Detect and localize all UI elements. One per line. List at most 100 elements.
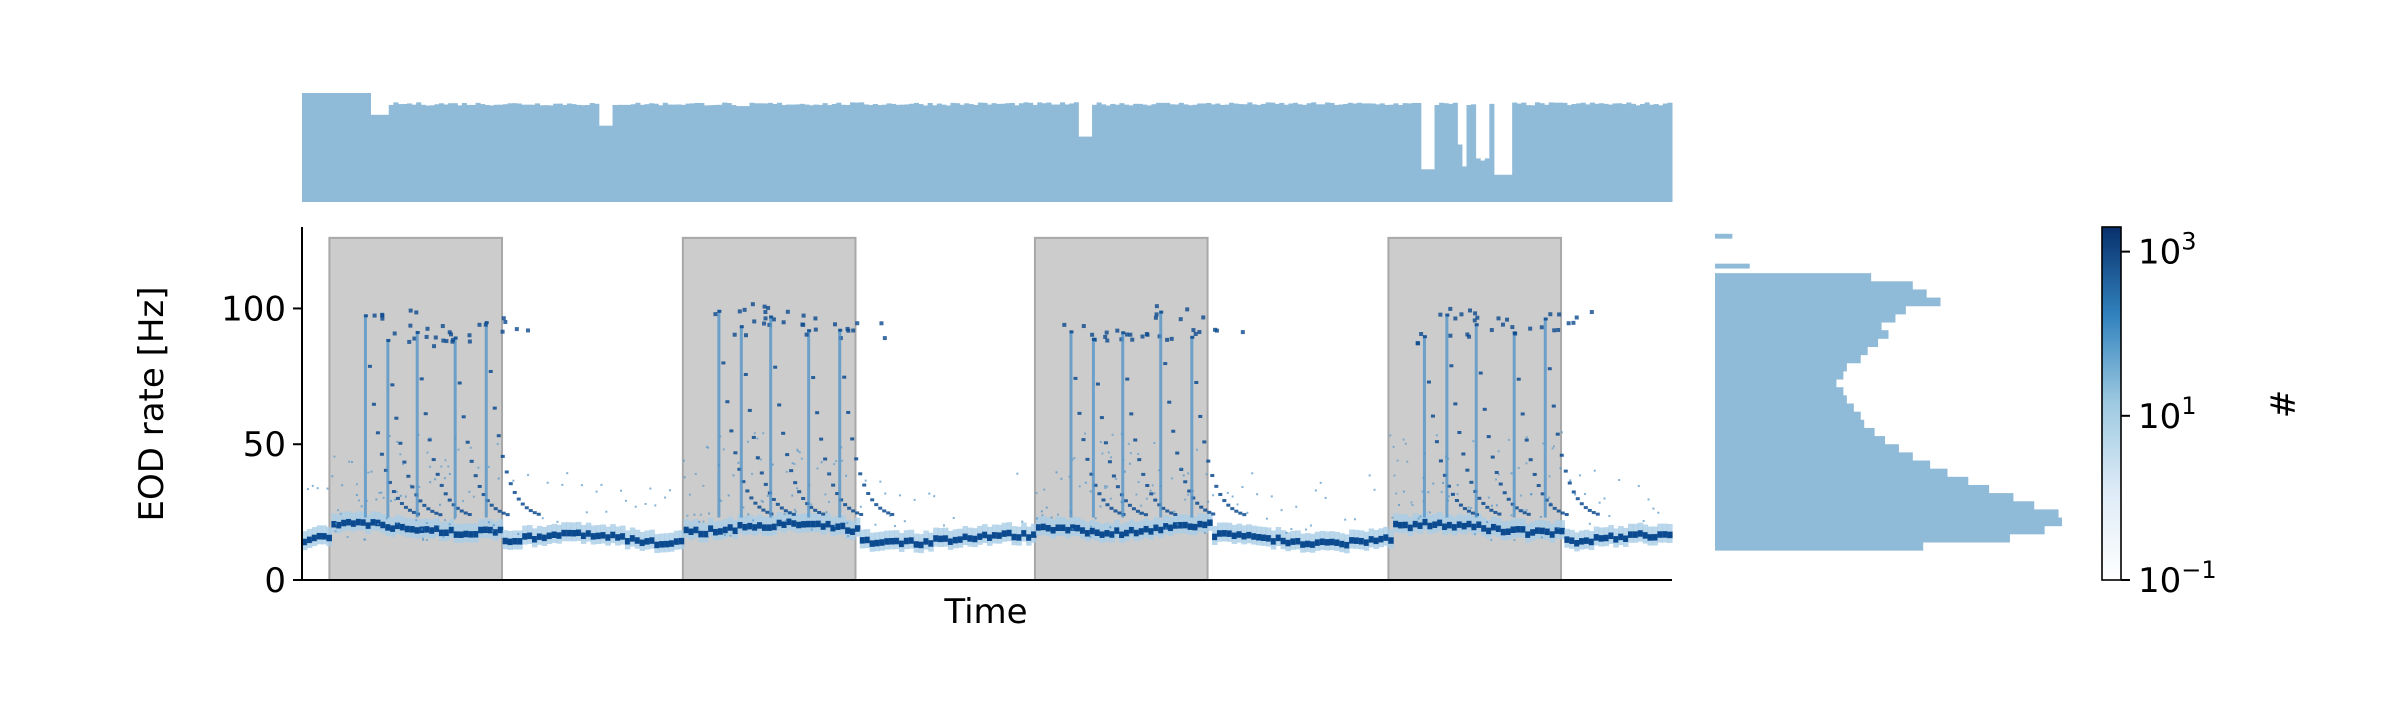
burst-trail [512, 490, 517, 494]
burst-trail [850, 437, 855, 441]
top-hist-bar [1041, 103, 1047, 202]
top-hist-bar [1580, 102, 1586, 202]
top-hist-bar [1667, 102, 1673, 202]
heat-cell [1094, 517, 1097, 520]
top-hist-bar [840, 104, 846, 202]
heat-cell [634, 505, 637, 508]
burst-trail [1085, 457, 1090, 461]
heat-cell [874, 523, 877, 526]
heat-cell [348, 460, 351, 463]
heat-cell [1324, 496, 1327, 499]
heat-cell [1373, 537, 1380, 545]
burst-cluster [1510, 325, 1515, 330]
heat-cell [796, 448, 799, 451]
top-hist-bar [950, 102, 956, 202]
right-hist-bar [1715, 444, 1899, 453]
heat-cell [1559, 527, 1565, 535]
heat-cell [898, 494, 901, 497]
burst-streak [717, 309, 721, 518]
heat-cell [418, 486, 421, 489]
top-hist-bar [859, 102, 865, 202]
heat-cell [390, 525, 396, 532]
top-hist-bar [772, 103, 778, 202]
burst-cluster [1489, 328, 1494, 333]
heat-cell [1035, 492, 1038, 495]
heat-cell [1153, 442, 1156, 445]
burst-trail [851, 509, 856, 513]
burst-cluster [1467, 334, 1472, 339]
burst-cluster [713, 312, 718, 317]
heat-cell [1084, 530, 1091, 537]
burst-trail [791, 512, 796, 516]
top-hist-bar [945, 105, 951, 202]
heat-cell [884, 538, 890, 545]
heat-cell [747, 440, 750, 443]
top-hist-bar [808, 105, 814, 202]
burst-cluster [1574, 315, 1579, 320]
top-hist-bar [617, 104, 623, 202]
heat-cell [1226, 491, 1229, 494]
heat-cell [1490, 539, 1493, 542]
heat-cell [424, 526, 430, 533]
burst-trail [1133, 438, 1138, 442]
heat-cell [1184, 498, 1187, 501]
heat-cell [1444, 455, 1447, 458]
heat-cell [541, 534, 548, 542]
heat-cell [546, 481, 549, 484]
heat-cell [1608, 515, 1611, 518]
heat-cell [1050, 527, 1057, 534]
burst-streak [1445, 313, 1449, 518]
burst-trail [536, 512, 541, 516]
top-hist-bar [900, 104, 906, 202]
burst-trail [1121, 331, 1126, 335]
top-hist-bar [717, 104, 723, 202]
top-hist-bar [635, 102, 641, 202]
top-hist-bar [338, 93, 344, 202]
burst-cluster [1191, 328, 1196, 333]
heat-cell [1300, 541, 1306, 548]
burst-trail [1153, 498, 1158, 502]
burst-trail [821, 512, 826, 516]
top-hist-bar [1375, 104, 1381, 202]
heat-cell [341, 484, 344, 487]
heat-cell [517, 538, 523, 545]
heat-cell [595, 532, 602, 540]
heat-cell [1618, 479, 1621, 482]
right-hist-bar [1715, 362, 1847, 372]
heat-cell [333, 455, 336, 458]
heat-cell [753, 432, 756, 435]
top-hist-bar [927, 103, 933, 202]
top-hist-bar [1178, 102, 1184, 202]
heat-cell [1530, 493, 1533, 496]
heat-cell [1016, 534, 1022, 541]
right-hist-bar [1715, 460, 1931, 470]
heat-cell [1089, 535, 1092, 538]
top-hist-bar [566, 103, 572, 202]
top-hist-bar [1535, 102, 1541, 202]
top-hist-bar [1124, 104, 1130, 202]
heat-cell [487, 526, 494, 534]
burst-trail [761, 508, 766, 512]
heat-cell [771, 523, 778, 531]
heat-cell [1557, 527, 1560, 530]
top-hist-bar [475, 102, 481, 202]
heat-cell [1583, 493, 1586, 496]
right-hist-bar [1715, 517, 2062, 527]
heat-cell [1623, 535, 1629, 543]
heat-cell [737, 461, 740, 464]
burst-cluster [732, 332, 737, 337]
heat-cell [1124, 529, 1130, 537]
burst-trail [1183, 480, 1188, 484]
top-hist-bar [1092, 104, 1098, 202]
burst-trail [399, 502, 404, 506]
top-hist-bar [1265, 102, 1271, 202]
right-hist-bar [1715, 493, 2014, 502]
burst-trail [1214, 484, 1219, 488]
burst-trail [1113, 509, 1118, 513]
colorbar-tick-label: 101 [2138, 392, 2197, 437]
top-hist-bar [708, 105, 714, 202]
burst-trail [1222, 499, 1227, 503]
top-hist-bar [429, 105, 435, 202]
burst-trail [1551, 404, 1556, 408]
burst-cluster [763, 310, 768, 315]
